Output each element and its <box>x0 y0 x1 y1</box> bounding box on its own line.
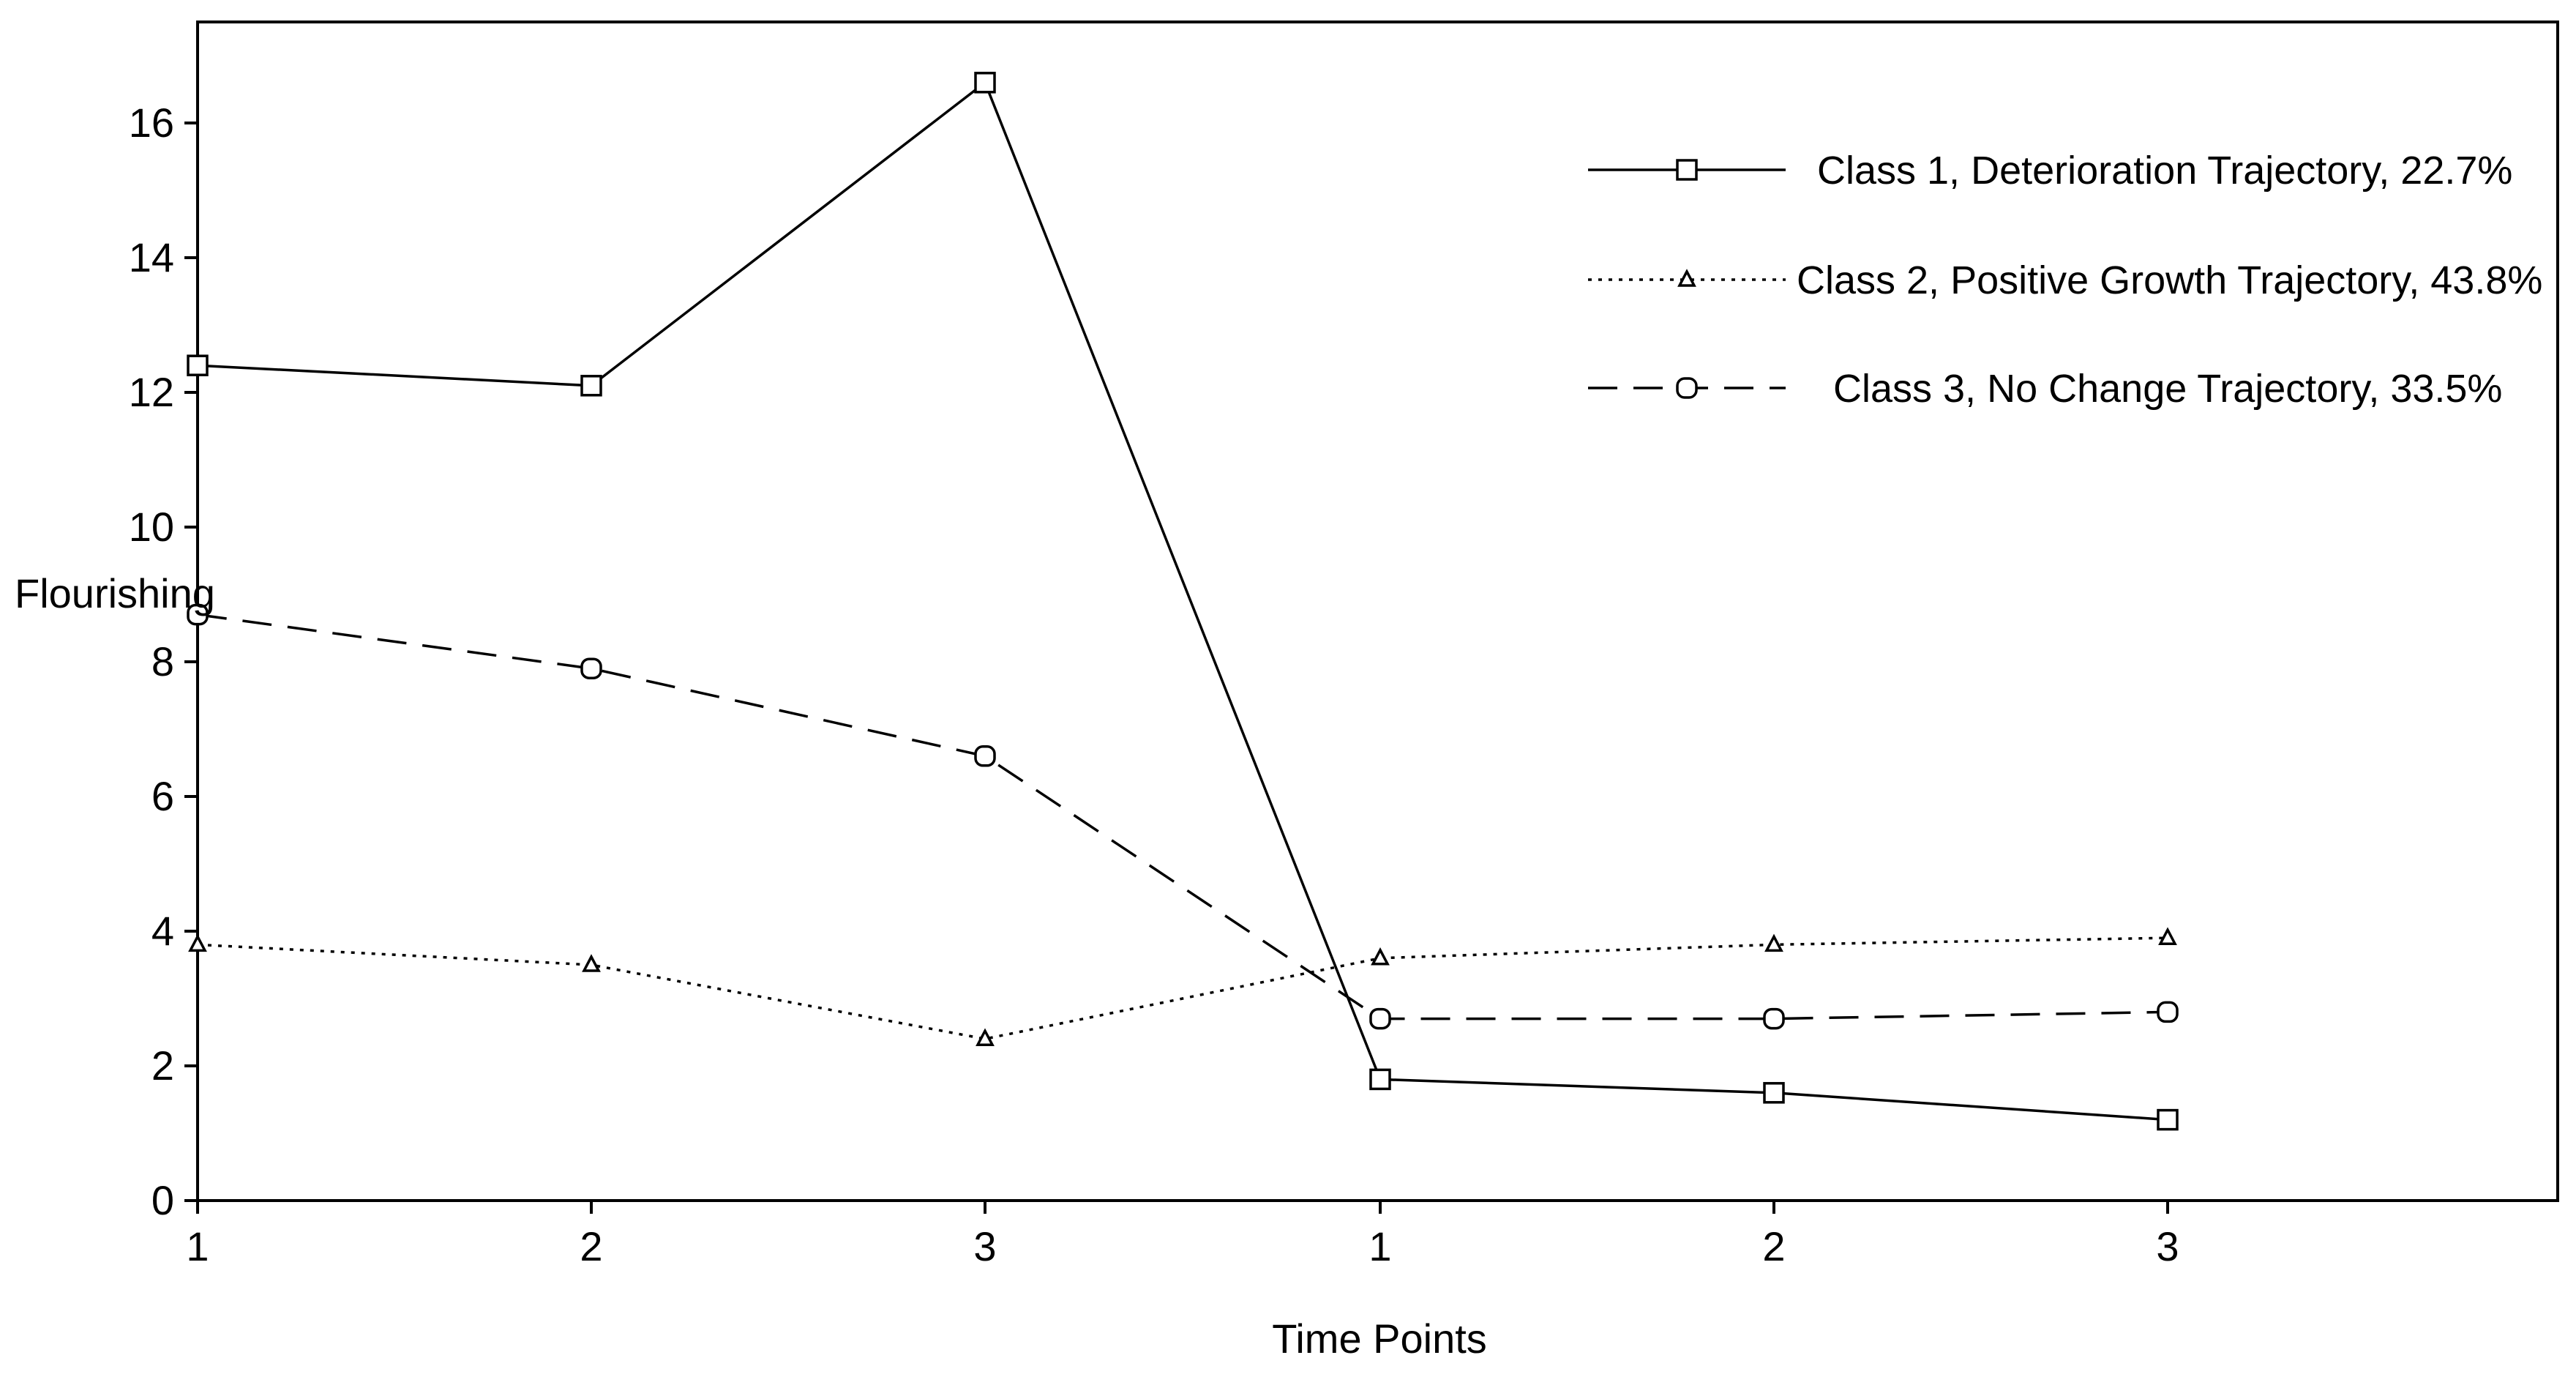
legend-item-1: Class 1, Deterioration Trajectory, 22.7% <box>1588 149 2512 193</box>
legend-label: Class 1, Deterioration Trajectory, 22.7% <box>1817 149 2512 193</box>
series-line <box>197 80 2168 1122</box>
data-point <box>1369 1007 1391 1030</box>
y-tick-label: 4 <box>151 908 174 954</box>
data-point <box>582 954 601 972</box>
data-point <box>1369 1068 1391 1091</box>
y-tick-label: 0 <box>151 1177 174 1223</box>
y-tick-label: 12 <box>129 369 174 415</box>
data-point <box>1371 947 1390 966</box>
data-point <box>2157 1108 2179 1131</box>
x-tick-label: 2 <box>1762 1223 1785 1269</box>
x-tick-label: 1 <box>1368 1223 1391 1269</box>
y-tick-label: 10 <box>129 504 174 550</box>
data-point <box>2157 1001 2179 1023</box>
data-point <box>2158 927 2177 945</box>
data-point <box>974 72 996 94</box>
data-point <box>1763 1082 1785 1104</box>
x-axis-ticks: 1 2 3 1 2 3 <box>186 1201 2179 1269</box>
data-point <box>974 745 996 767</box>
y-axis-ticks: 0 2 4 6 8 10 12 14 16 <box>129 100 198 1223</box>
data-point <box>976 1028 995 1046</box>
series-3 <box>187 603 2179 1030</box>
series-line <box>197 613 2168 1020</box>
data-point <box>187 354 209 376</box>
y-tick-label: 2 <box>151 1042 174 1089</box>
legend-marker <box>1677 269 1696 287</box>
data-point <box>1763 1007 1785 1030</box>
data-point <box>580 375 602 397</box>
legend-label: Class 2, Positive Growth Trajectory, 43.… <box>1797 258 2542 302</box>
y-tick-label: 14 <box>129 234 174 280</box>
legend-item-3: Class 3, No Change Trajectory, 33.5% <box>1588 367 2502 411</box>
data-point <box>1764 933 1783 952</box>
legend: Class 1, Deterioration Trajectory, 22.7%… <box>1588 149 2542 411</box>
series-2 <box>188 927 2177 1046</box>
x-tick-label: 3 <box>2156 1223 2179 1269</box>
x-tick-label: 2 <box>580 1223 602 1269</box>
legend-marker <box>1676 377 1698 399</box>
series-1 <box>187 72 2179 1131</box>
x-tick-label: 1 <box>186 1223 209 1269</box>
data-point <box>187 603 209 626</box>
legend-label: Class 3, No Change Trajectory, 33.5% <box>1833 367 2502 411</box>
legend-item-2: Class 2, Positive Growth Trajectory, 43.… <box>1588 258 2542 302</box>
x-tick-label: 3 <box>973 1223 996 1269</box>
series-layer <box>187 72 2179 1131</box>
y-tick-label: 16 <box>129 100 174 146</box>
y-tick-label: 6 <box>151 773 174 819</box>
y-axis-label: Flourishing <box>15 570 215 616</box>
legend-marker <box>1676 159 1698 181</box>
y-tick-label: 8 <box>151 638 174 684</box>
data-point <box>580 657 602 679</box>
data-point <box>188 933 207 952</box>
x-axis-label: Time Points <box>1272 1316 1487 1362</box>
series-line <box>197 936 2168 1040</box>
